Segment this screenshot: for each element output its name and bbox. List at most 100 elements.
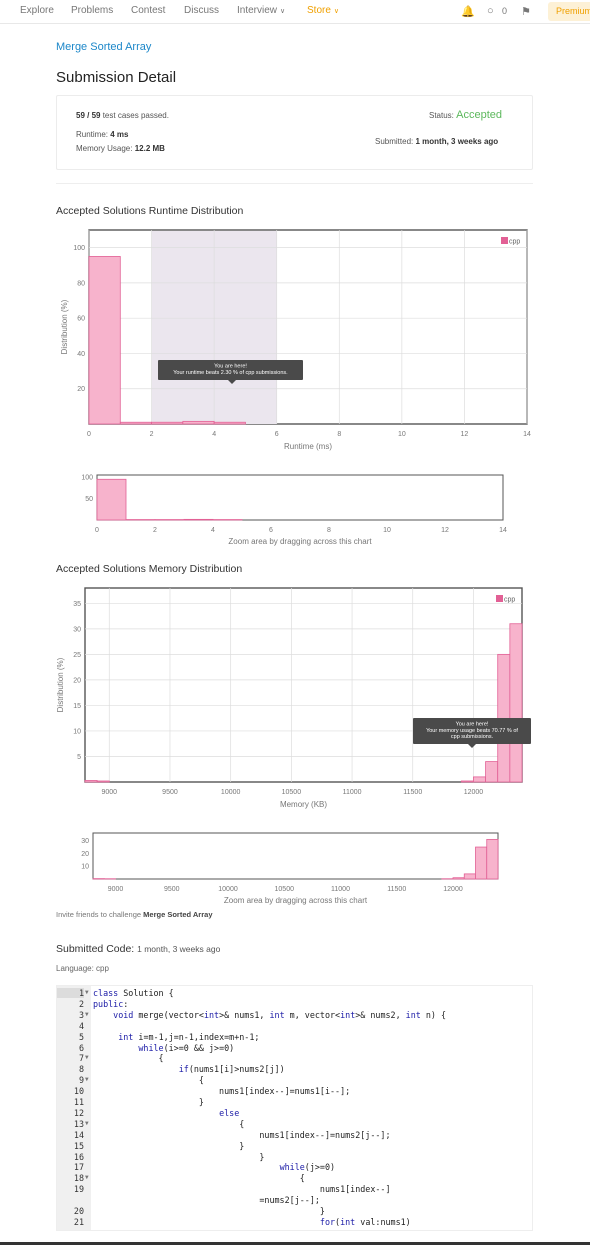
distribution-bar	[151, 421, 184, 425]
submission-summary-card: 59 / 59 test cases passed. Runtime: 4 ms…	[56, 95, 533, 170]
avatar-icon[interactable]: ⚑	[521, 6, 531, 18]
code-line[interactable]: 15 }	[57, 1141, 532, 1152]
tooltip-title: You are here!	[456, 722, 489, 728]
line-number: 20	[73, 1206, 84, 1216]
line-number: 18	[73, 1173, 84, 1184]
fold-arrow-icon[interactable]: ▼	[85, 1174, 89, 1182]
tooltip-text: Your runtime beats 2.30 % of cpp submiss…	[173, 370, 288, 376]
code-text: if(nums1[i]>nums2[j])	[178, 1064, 285, 1075]
code-line[interactable]: 12 else	[57, 1108, 532, 1119]
y-tick-label: 100	[81, 475, 93, 482]
code-text: nums1[index--]=nums2[j--];	[93, 1129, 391, 1140]
x-axis-label: Runtime (ms)	[284, 442, 332, 451]
memory-label: Memory Usage:	[76, 144, 133, 153]
code-line[interactable]: 8 if(nums1[i]>nums2[j])	[57, 1064, 532, 1075]
distribution-bar	[88, 256, 121, 425]
y-tick-label: 10	[81, 864, 89, 871]
code-line[interactable]: 13 ▼ {	[57, 1119, 532, 1130]
invite-problem-link[interactable]: Merge Sorted Array	[143, 910, 213, 919]
nav-contest[interactable]: Contest	[131, 5, 166, 16]
code-line[interactable]: 16 }	[57, 1152, 532, 1163]
line-number: 11	[73, 1097, 84, 1107]
code-editor[interactable]: 1 ▼ class Solution {2 public: 3 ▼ void merge(…	[56, 985, 533, 1231]
x-tick-label: 11000	[343, 789, 362, 796]
code-text: void merge(vector<int>& nums1, int m, ve…	[113, 1009, 447, 1020]
code-line[interactable]: 3 ▼ void merge(vector<int>& nums1, int m,…	[57, 1010, 532, 1021]
x-tick-label: 4	[212, 431, 216, 438]
code-text: int i=m-1,j=n-1,index=m+n-1;	[118, 1031, 260, 1042]
x-tick-label: 14	[499, 527, 507, 534]
runtime-distribution-chart[interactable]: 20 40 60 80 100 0 2 4 6 8 10 12 14 cpp Runtime (ms) Dis…	[0, 224, 590, 454]
code-line[interactable]: 9 ▼ {	[57, 1075, 532, 1086]
code-line[interactable]: 5 int i=m-1,j=n-1,index=m+n-1;	[57, 1032, 532, 1043]
line-number: 14	[73, 1129, 84, 1140]
language-label: Language: cpp	[56, 964, 109, 973]
tooltip-box	[158, 360, 303, 380]
fold-arrow-icon[interactable]: ▼	[85, 1076, 89, 1084]
top-navbar: Explore Problems Contest Discuss Intervi…	[0, 0, 590, 24]
runtime-zoom-chart[interactable]: 50 100 0 2 4 6 8 10 12 14 Zoom area by dragging ac…	[0, 470, 590, 550]
memory-zoom-chart[interactable]: 10 20 30 9000 9500 10000 10500 11000 11500 12000 Z…	[0, 828, 590, 908]
runtime-chart-title: Accepted Solutions Runtime Distribution	[56, 205, 244, 217]
tooltip-box	[413, 718, 531, 744]
invite-text: Invite friends to challenge Merge Sorted…	[56, 910, 212, 919]
code-line[interactable]: 1 ▼ class Solution {	[57, 988, 532, 999]
nav-explore[interactable]: Explore	[20, 5, 54, 16]
problem-link[interactable]: Merge Sorted Array	[56, 41, 152, 53]
nav-discuss[interactable]: Discuss	[184, 5, 220, 16]
y-axis-label: Distribution (%)	[60, 299, 69, 354]
x-tick-label: 8	[337, 431, 341, 438]
status-badge[interactable]: Accepted	[456, 109, 503, 121]
distribution-bar	[183, 518, 214, 521]
code-line[interactable]: 2 public:	[57, 999, 532, 1010]
y-tick-label: 30	[73, 626, 81, 633]
code-text: nums1[index--]=nums1[i--];	[93, 1086, 351, 1097]
fold-arrow-icon[interactable]: ▼	[85, 1119, 89, 1127]
submitted-code-title: Submitted Code: 1 month, 3 weeks ago	[56, 943, 220, 955]
code-line[interactable]: 11 }	[57, 1097, 532, 1108]
y-tick-label: 25	[73, 652, 81, 659]
code-line[interactable]: 7 ▼ {	[57, 1053, 532, 1064]
bottom-edge	[0, 1242, 590, 1245]
code-line[interactable]: 18 ▼ {	[57, 1173, 532, 1184]
line-number: 17	[73, 1162, 84, 1173]
code-text: {	[93, 1075, 204, 1086]
code-line[interactable]: 6 while(i>=0 && j>=0)	[57, 1043, 532, 1054]
tooltip-pointer	[468, 744, 476, 748]
memory-distribution-chart[interactable]: 5 10 15 20 25 30 35 9000 9500 10000 10500 11000 1150…	[0, 582, 590, 817]
code-line[interactable]: 4	[57, 1021, 532, 1032]
code-text: while(j>=0)	[279, 1162, 336, 1173]
fold-arrow-icon[interactable]: ▼	[85, 989, 89, 996]
code-line[interactable]: 19 nums1[index--]	[57, 1184, 532, 1195]
code-line[interactable]: 14 nums1[index--]=nums2[j--];	[57, 1130, 532, 1141]
line-number: 7	[78, 1053, 84, 1064]
tooltip-text: Your memory usage beats 70.77 % of	[426, 728, 518, 734]
code-line[interactable]: 17 while(j>=0)	[57, 1162, 532, 1173]
nav-store[interactable]: Store ∨	[307, 5, 339, 16]
chevron-down-icon: ∨	[333, 8, 340, 15]
code-text: class Solution {	[93, 988, 174, 998]
fold-arrow-icon[interactable]: ▼	[85, 1010, 89, 1018]
line-number: 3	[78, 1009, 84, 1020]
nav-problems[interactable]: Problems	[71, 5, 114, 16]
notification-bell-icon[interactable]: 🔔	[461, 6, 475, 18]
code-text: else	[219, 1107, 240, 1118]
code-line[interactable]: =nums2[j--];	[57, 1195, 532, 1206]
x-tick-label: 11500	[403, 789, 422, 796]
distribution-bar	[213, 421, 246, 425]
fold-arrow-icon[interactable]: ▼	[85, 1054, 89, 1062]
y-tick-label: 50	[85, 496, 93, 503]
premium-button[interactable]: Premium	[548, 2, 590, 21]
line-number: 8	[78, 1064, 84, 1075]
nav-store-label: Store	[307, 5, 331, 16]
x-tick-label: 2	[153, 527, 157, 534]
streak-fire-icon[interactable]: ○	[487, 5, 494, 17]
code-text: }	[93, 1097, 204, 1107]
nav-interview[interactable]: Interview ∨	[237, 5, 285, 16]
distribution-bar	[463, 873, 476, 880]
code-line[interactable]: 10 nums1[index--]=nums1[i--];	[57, 1086, 532, 1097]
code-line[interactable]: 20 }	[57, 1206, 532, 1217]
distribution-bar	[509, 623, 523, 783]
code-line[interactable]: 21 for(int val:nums1)	[57, 1217, 532, 1228]
line-number: 9	[78, 1075, 84, 1086]
